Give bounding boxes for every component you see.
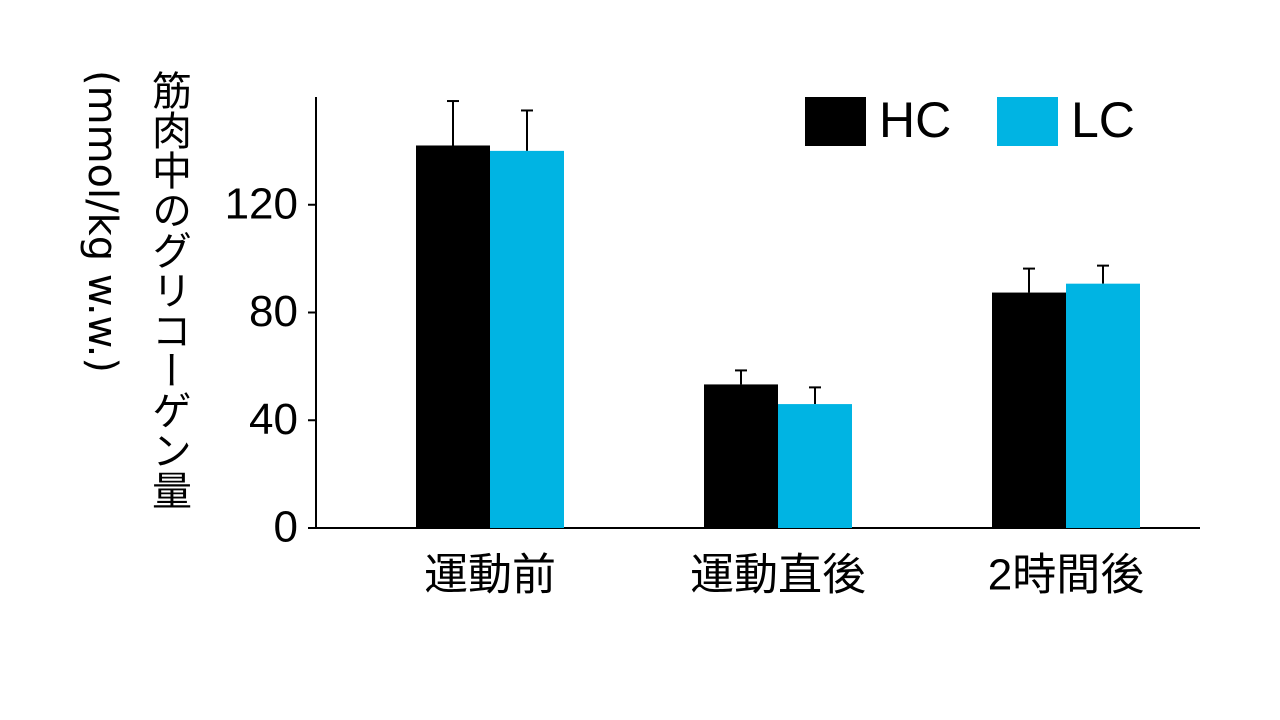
y-tick-label: 0: [274, 503, 298, 552]
y-tick-label: 120: [225, 179, 298, 228]
bar: [704, 384, 778, 528]
bar: [416, 145, 490, 529]
bar: [490, 150, 564, 528]
bar: [1066, 283, 1140, 528]
y-axis-unit: (mmol/kg w.w.): [79, 70, 125, 373]
legend-swatch: [805, 97, 866, 146]
x-tick-label: 運動直後: [690, 551, 866, 600]
y-tick-label: 40: [249, 395, 298, 444]
legend-label: HC: [879, 92, 951, 148]
y-axis-title: 筋肉中のグリコーゲン量: [145, 70, 191, 510]
x-tick-label: 運動前: [424, 551, 556, 600]
bar: [778, 404, 852, 528]
legend-label: LC: [1071, 92, 1135, 148]
bar: [992, 292, 1066, 528]
y-tick-label: 80: [249, 287, 298, 336]
legend-swatch: [997, 97, 1058, 146]
x-tick-label: 2時間後: [988, 551, 1144, 600]
